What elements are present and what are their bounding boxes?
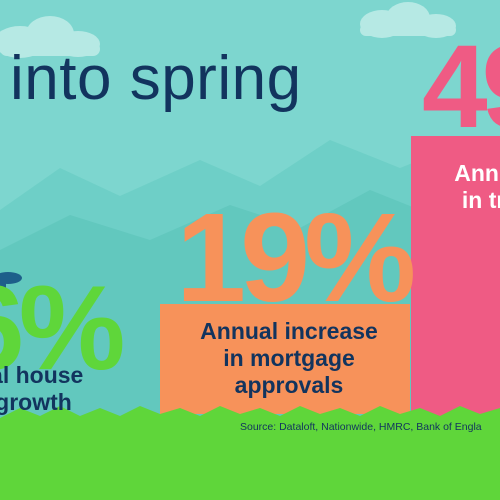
cloud-left <box>0 16 100 58</box>
stat-label-line: in tra <box>461 187 500 213</box>
grass-ground <box>0 406 500 500</box>
cloud-right <box>360 2 456 38</box>
stat-value-transactions: 49 <box>422 21 500 153</box>
stat-label-line: Annual increase <box>200 318 378 344</box>
stat-value-house-price: 6% <box>0 261 125 395</box>
stat-label-line: e growth <box>0 389 72 415</box>
stat-label-line: ual house <box>0 362 84 388</box>
tree-shape <box>0 272 22 294</box>
source-note: Source: Dataloft, Nationwide, HMRC, Bank… <box>240 421 482 433</box>
stat-label-line: in mortgage <box>223 345 355 371</box>
stat-label-line: approvals <box>234 372 344 398</box>
headline: into spring <box>10 44 302 113</box>
stat-label-house-price: ual house e growth <box>0 362 83 416</box>
stat-value-mortgage: 19% <box>176 187 416 328</box>
orange-stat-bar <box>160 304 410 414</box>
stat-label-mortgage: Annual increase in mortgage approvals <box>174 318 404 399</box>
pink-stat-bar <box>411 136 500 416</box>
stat-label-transactions: Annua in tra <box>420 160 500 214</box>
stat-label-line: Annua <box>454 160 500 186</box>
